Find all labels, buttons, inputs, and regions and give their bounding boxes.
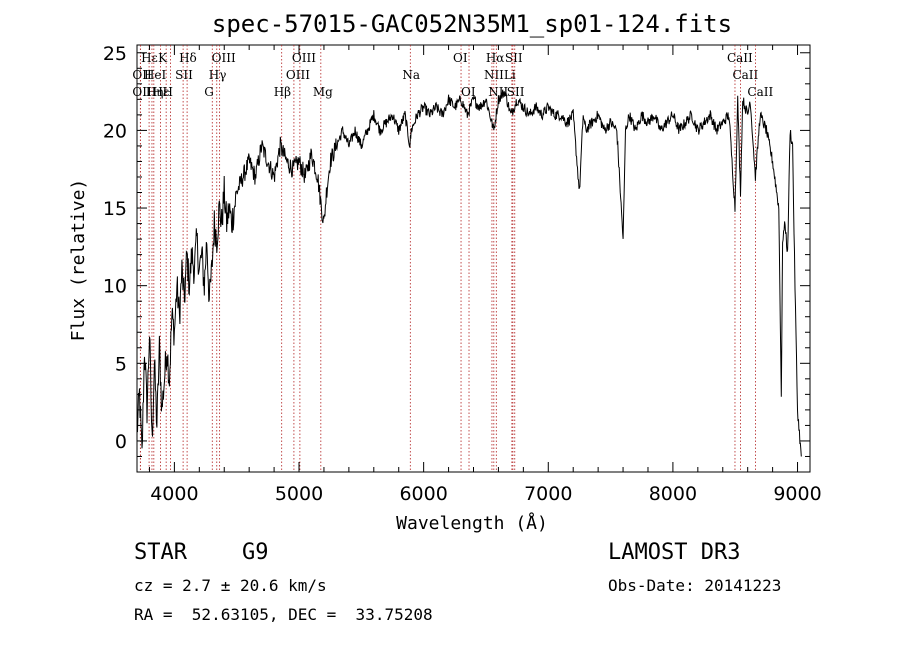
x-tick-label: 9000 bbox=[773, 483, 821, 505]
spectral-line-label: OIII bbox=[292, 51, 316, 65]
y-tick-label: 25 bbox=[103, 43, 127, 65]
survey-name: LAMOST DR3 bbox=[608, 540, 741, 565]
x-tick-label: 7000 bbox=[524, 483, 572, 505]
spectral-line-label: H bbox=[163, 85, 173, 99]
spectral-line-label: OII bbox=[132, 68, 152, 82]
y-axis-label: Flux (relative) bbox=[68, 179, 89, 342]
object-class: STAR bbox=[134, 540, 187, 565]
spectral-line-label: Hε bbox=[153, 85, 170, 99]
spectral-line-label: Hδ bbox=[179, 51, 197, 65]
spectral-line-label: Na bbox=[402, 68, 420, 82]
spectral-line-label: Mg bbox=[313, 85, 333, 99]
x-axis-label: Wavelength (Å) bbox=[396, 512, 548, 534]
spectral-line-label: CaII bbox=[727, 51, 753, 65]
spectral-line-label: Hη bbox=[146, 85, 164, 99]
spectral-line-label: OIII bbox=[212, 51, 236, 65]
spectral-line-label: Hα bbox=[486, 51, 505, 65]
observation-date: Obs-Date: 20141223 bbox=[608, 576, 782, 595]
spectral-line-label: Hε bbox=[141, 51, 158, 65]
x-tick-label: 8000 bbox=[649, 483, 697, 505]
spectral-line-label: Hγ bbox=[209, 68, 227, 82]
spectral-line-label: OI bbox=[453, 51, 468, 65]
redshift-readout: cz = 2.7 ± 20.6 km/s bbox=[134, 576, 327, 595]
spectral-line-label: CaII bbox=[732, 68, 758, 82]
spectral-line-label: G bbox=[204, 85, 214, 99]
spectral-line-label: OI bbox=[461, 85, 476, 99]
plot-frame bbox=[136, 44, 811, 473]
spectral-line-label: SII bbox=[505, 51, 523, 65]
x-axis-ticks: 4000 5000 6000 7000 8000 9000 bbox=[148, 45, 822, 505]
spectral-line-label: SII bbox=[507, 85, 525, 99]
spectral-line-label: NII bbox=[484, 68, 504, 82]
x-tick-label: 4000 bbox=[150, 483, 198, 505]
spectral-line-label: OIII bbox=[286, 68, 310, 82]
chart-title: spec-57015-GAC052N35M1_sp01-124.fits bbox=[212, 10, 732, 38]
y-axis-ticks: 0 5 10 15 20 25 bbox=[103, 43, 810, 473]
y-tick-label: 5 bbox=[115, 353, 127, 375]
spectral-line-label: Li bbox=[504, 68, 516, 82]
y-tick-label: 0 bbox=[115, 431, 127, 453]
y-tick-label: 20 bbox=[103, 120, 127, 142]
x-tick-label: 5000 bbox=[275, 483, 323, 505]
coordinates-readout: RA = 52.63105, DEC = 33.75208 bbox=[134, 605, 433, 624]
spectral-line-label: SII bbox=[175, 68, 193, 82]
spectral-line-label: CaII bbox=[747, 85, 773, 99]
x-tick-label: 6000 bbox=[399, 483, 447, 505]
spectral-line-label: K bbox=[158, 51, 168, 65]
object-subclass: G9 bbox=[242, 540, 269, 565]
spectral-line-label: OII bbox=[132, 85, 152, 99]
y-tick-label: 10 bbox=[103, 276, 127, 298]
flux-series-line bbox=[136, 89, 802, 457]
spectral-line-label: HeI bbox=[144, 68, 167, 82]
spectral-line-label: Hβ bbox=[274, 85, 291, 99]
y-tick-label: 15 bbox=[103, 198, 127, 220]
